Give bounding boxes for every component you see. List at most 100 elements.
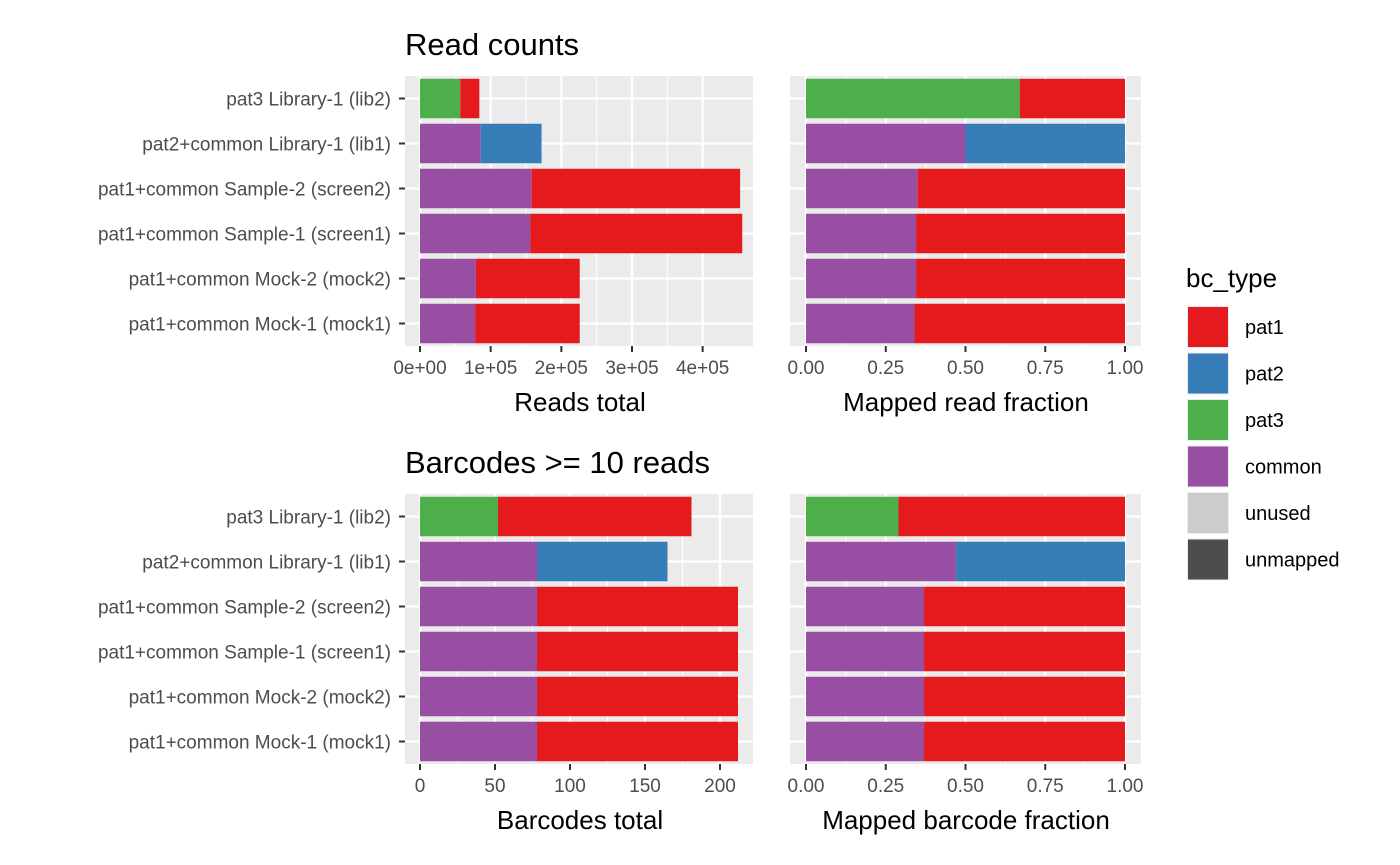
x-tick-label: 0.00 bbox=[788, 358, 825, 379]
bar-segment-pat1 bbox=[898, 496, 1125, 537]
bar-segment-common bbox=[806, 123, 966, 164]
y-tick-label: pat2+common Library-1 (lib1) bbox=[142, 135, 391, 156]
legend-swatch-pat1 bbox=[1188, 307, 1228, 347]
bar-segment-pat1 bbox=[498, 496, 692, 537]
bar-segment-common bbox=[806, 303, 915, 344]
x-tick-label: 4e+05 bbox=[676, 358, 729, 379]
y-tick-label: pat1+common Mock-1 (mock1) bbox=[129, 733, 391, 754]
bar-segment-pat1 bbox=[916, 258, 1125, 299]
chart-title-barcodes: Barcodes >= 10 reads bbox=[405, 445, 710, 480]
bar-segment-pat1 bbox=[914, 303, 1125, 344]
bar-segment-common bbox=[420, 721, 537, 762]
y-axis-labels-top: pat3 Library-1 (lib2) pat2+common Library… bbox=[98, 90, 405, 336]
bar-segment-common bbox=[420, 213, 531, 254]
y-axis-labels-bottom: pat3 Library-1 (lib2) pat2+common Library… bbox=[98, 508, 405, 754]
x-tick-label: 0.00 bbox=[788, 776, 825, 797]
bar-segment-pat3 bbox=[420, 496, 498, 537]
bar-segment-pat3 bbox=[806, 496, 899, 537]
panel-mapped-barcode-fraction: 0.00 0.25 0.50 0.75 1.00 bbox=[788, 494, 1143, 797]
x-tick-label: 1.00 bbox=[1107, 358, 1144, 379]
bar-segment-common bbox=[420, 676, 537, 717]
bar-segment-common bbox=[420, 586, 537, 627]
bar-segment-common bbox=[420, 541, 537, 582]
x-tick-label: 0e+00 bbox=[393, 358, 446, 379]
legend-label-pat3: pat3 bbox=[1245, 410, 1284, 432]
x-tick-label: 150 bbox=[629, 776, 661, 797]
bar-segment-pat1 bbox=[475, 303, 580, 344]
y-tick-label: pat3 Library-1 (lib2) bbox=[226, 508, 391, 529]
x-tick-label: 0.50 bbox=[947, 776, 984, 797]
legend-label-unmapped: unmapped bbox=[1245, 550, 1340, 572]
bar-segment-pat3 bbox=[806, 78, 1020, 119]
bar-segment-pat1 bbox=[537, 676, 738, 717]
bar-segment-common bbox=[806, 676, 925, 717]
bar-segment-pat1 bbox=[537, 586, 738, 627]
bar-segment-common bbox=[420, 123, 481, 164]
x-tick-label: 0.25 bbox=[867, 358, 904, 379]
bar-segment-pat1 bbox=[924, 631, 1125, 672]
bar-segment-pat1 bbox=[537, 721, 738, 762]
x-axis-title-mapped-barcode-fraction: Mapped barcode fraction bbox=[822, 805, 1110, 835]
legend: bc_type pat1 pat2 pat3 common unused unmapped bbox=[1186, 263, 1340, 581]
y-tick-label: pat1+common Sample-1 (screen1) bbox=[98, 225, 391, 246]
bar-segment-pat1 bbox=[475, 258, 580, 299]
legend-label-unused: unused bbox=[1245, 503, 1311, 525]
x-tick-label: 0.25 bbox=[867, 776, 904, 797]
legend-label-pat2: pat2 bbox=[1245, 364, 1284, 386]
bar-segment-common bbox=[806, 586, 925, 627]
x-axis-title-barcodes-total: Barcodes total bbox=[497, 805, 663, 835]
x-tick-label: 2e+05 bbox=[535, 358, 588, 379]
bar-segment-common bbox=[420, 168, 532, 209]
legend-title: bc_type bbox=[1186, 263, 1277, 293]
bar-segment-common bbox=[806, 168, 918, 209]
y-tick-label: pat1+common Mock-2 (mock2) bbox=[129, 688, 391, 709]
x-tick-label: 1e+05 bbox=[464, 358, 517, 379]
x-tick-label: 100 bbox=[554, 776, 586, 797]
x-axis-title-mapped-read-fraction: Mapped read fraction bbox=[843, 387, 1089, 417]
x-tick-label: 0.75 bbox=[1027, 776, 1064, 797]
bar-segment-common bbox=[806, 721, 925, 762]
y-tick-label: pat1+common Mock-2 (mock2) bbox=[129, 270, 391, 291]
bar-segment-common bbox=[806, 541, 956, 582]
legend-swatch-unused bbox=[1188, 493, 1228, 533]
bar-segment-pat1 bbox=[924, 676, 1125, 717]
x-tick-label: 0.50 bbox=[947, 358, 984, 379]
legend-swatch-common bbox=[1188, 446, 1228, 487]
bar-segment-pat1 bbox=[924, 586, 1125, 627]
legend-swatch-unmapped bbox=[1188, 539, 1228, 580]
bar-segment-pat1 bbox=[924, 721, 1125, 762]
y-tick-label: pat1+common Sample-1 (screen1) bbox=[98, 643, 391, 664]
bar-segment-common bbox=[420, 303, 476, 344]
panel-barcodes-total: 0 50 100 150 200 bbox=[405, 494, 753, 797]
x-tick-label: 0 bbox=[415, 776, 426, 797]
bar-segment-pat3 bbox=[420, 78, 461, 119]
bar-segment-pat2 bbox=[955, 541, 1125, 582]
legend-swatch-pat2 bbox=[1188, 353, 1228, 394]
bar-segment-common bbox=[806, 631, 925, 672]
bar-segment-pat1 bbox=[916, 213, 1125, 254]
bar-segment-common bbox=[420, 631, 537, 672]
bar-segment-pat1 bbox=[1019, 78, 1125, 119]
y-tick-label: pat2+common Library-1 (lib1) bbox=[142, 553, 391, 574]
y-tick-label: pat3 Library-1 (lib2) bbox=[226, 90, 391, 111]
panel-background bbox=[405, 76, 753, 346]
bar-segment-pat1 bbox=[537, 631, 738, 672]
legend-label-common: common bbox=[1245, 457, 1322, 479]
y-tick-label: pat1+common Sample-2 (screen2) bbox=[98, 598, 391, 619]
x-axis-title-reads-total: Reads total bbox=[514, 387, 646, 417]
bar-segment-pat2 bbox=[537, 541, 668, 582]
x-tick-label: 200 bbox=[704, 776, 736, 797]
y-tick-label: pat1+common Mock-1 (mock1) bbox=[129, 315, 391, 336]
bar-segment-pat1 bbox=[460, 78, 480, 119]
bar-segment-pat2 bbox=[965, 123, 1125, 164]
x-tick-label: 50 bbox=[484, 776, 505, 797]
legend-label-pat1: pat1 bbox=[1245, 317, 1284, 339]
bar-segment-common bbox=[806, 258, 917, 299]
bar-segment-common bbox=[420, 258, 476, 299]
bar-segment-pat2 bbox=[480, 123, 542, 164]
bar-segment-pat1 bbox=[917, 168, 1125, 209]
panel-background bbox=[405, 494, 753, 764]
bar-segment-common bbox=[806, 213, 917, 254]
x-tick-label: 3e+05 bbox=[605, 358, 658, 379]
